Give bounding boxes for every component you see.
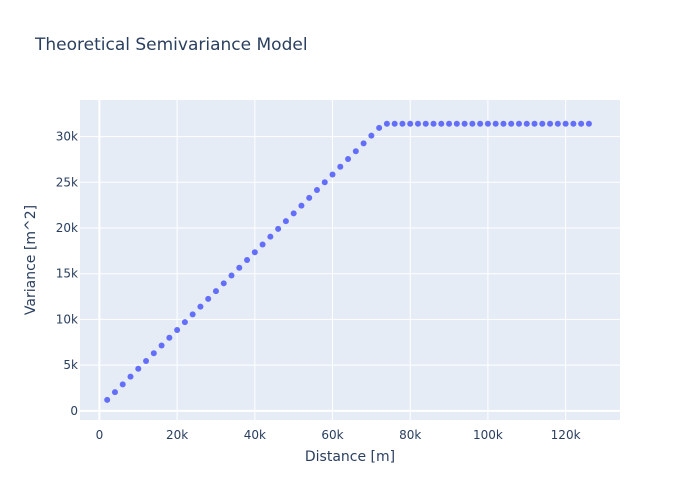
data-points [104, 120, 592, 403]
data-point [111, 389, 118, 396]
data-point [236, 264, 243, 271]
data-point [321, 179, 328, 186]
data-point [422, 120, 429, 127]
data-point [104, 396, 111, 403]
x-tick-label: 40k [244, 428, 266, 442]
data-point [275, 225, 282, 232]
data-point [220, 280, 227, 287]
data-point [197, 303, 204, 310]
data-point [407, 120, 414, 127]
data-point [282, 218, 289, 225]
x-tick-label: 100k [473, 428, 503, 442]
data-point [500, 120, 507, 127]
data-point [578, 120, 585, 127]
x-tick-label: 120k [551, 428, 581, 442]
chart-title: Theoretical Semivariance Model [34, 35, 308, 55]
data-point [508, 120, 515, 127]
data-point [174, 326, 181, 333]
y-tick-label: 10k [56, 312, 78, 326]
data-point [383, 120, 390, 127]
data-point [484, 120, 491, 127]
data-point [181, 319, 188, 326]
data-point [212, 288, 219, 295]
data-point [352, 148, 359, 155]
data-point [368, 132, 375, 139]
data-point [205, 295, 212, 302]
y-tick-label: 30k [56, 130, 78, 144]
y-tick-label: 20k [56, 221, 78, 235]
y-axis-label: Variance [m^2] [23, 205, 39, 315]
data-point [360, 140, 367, 147]
x-tick-label: 0 [96, 428, 104, 442]
data-point [547, 120, 554, 127]
data-point [345, 155, 352, 162]
data-point [376, 124, 383, 131]
data-point [585, 120, 592, 127]
data-point [469, 120, 476, 127]
data-point [267, 233, 274, 240]
plot-area [80, 100, 620, 420]
data-point [570, 120, 577, 127]
data-point [523, 120, 530, 127]
data-point [453, 120, 460, 127]
data-point [414, 120, 421, 127]
data-point [554, 120, 561, 127]
data-point [150, 350, 157, 357]
x-tick-label: 80k [399, 428, 421, 442]
data-point [143, 358, 150, 365]
data-point [259, 241, 266, 248]
data-point [539, 120, 546, 127]
data-point [244, 257, 251, 263]
data-point [515, 120, 522, 127]
data-point [313, 187, 320, 194]
data-point [127, 373, 134, 380]
data-point [290, 210, 297, 217]
x-tick-label: 60k [321, 428, 343, 442]
x-tick-label: 20k [166, 428, 188, 442]
grid [80, 100, 620, 420]
data-point [477, 120, 484, 127]
x-axis-ticks: 0 20k 40k 60k 80k 100k 120k [96, 428, 581, 442]
data-point [562, 120, 569, 127]
y-tick-label: 0 [70, 404, 78, 418]
data-point [492, 120, 499, 127]
y-tick-label: 15k [56, 267, 78, 281]
y-tick-label: 25k [56, 175, 78, 189]
y-axis-ticks: 0 5k 10k 15k 20k 25k 30k [56, 130, 78, 418]
data-point [391, 120, 398, 127]
data-point [399, 120, 406, 127]
data-point [189, 311, 196, 318]
data-point [329, 171, 336, 178]
data-point [228, 272, 235, 279]
data-point [298, 202, 305, 209]
data-point [461, 120, 468, 127]
data-point [337, 163, 344, 170]
data-point [119, 381, 126, 388]
data-point [251, 249, 258, 256]
data-point [135, 365, 142, 372]
data-point [166, 334, 173, 341]
data-point [430, 120, 437, 127]
data-point [438, 120, 445, 127]
y-tick-label: 5k [63, 358, 78, 372]
data-point [306, 194, 313, 201]
data-point [531, 120, 538, 127]
data-point [446, 120, 453, 127]
x-axis-label: Distance [m] [305, 449, 395, 465]
data-point [158, 342, 165, 349]
